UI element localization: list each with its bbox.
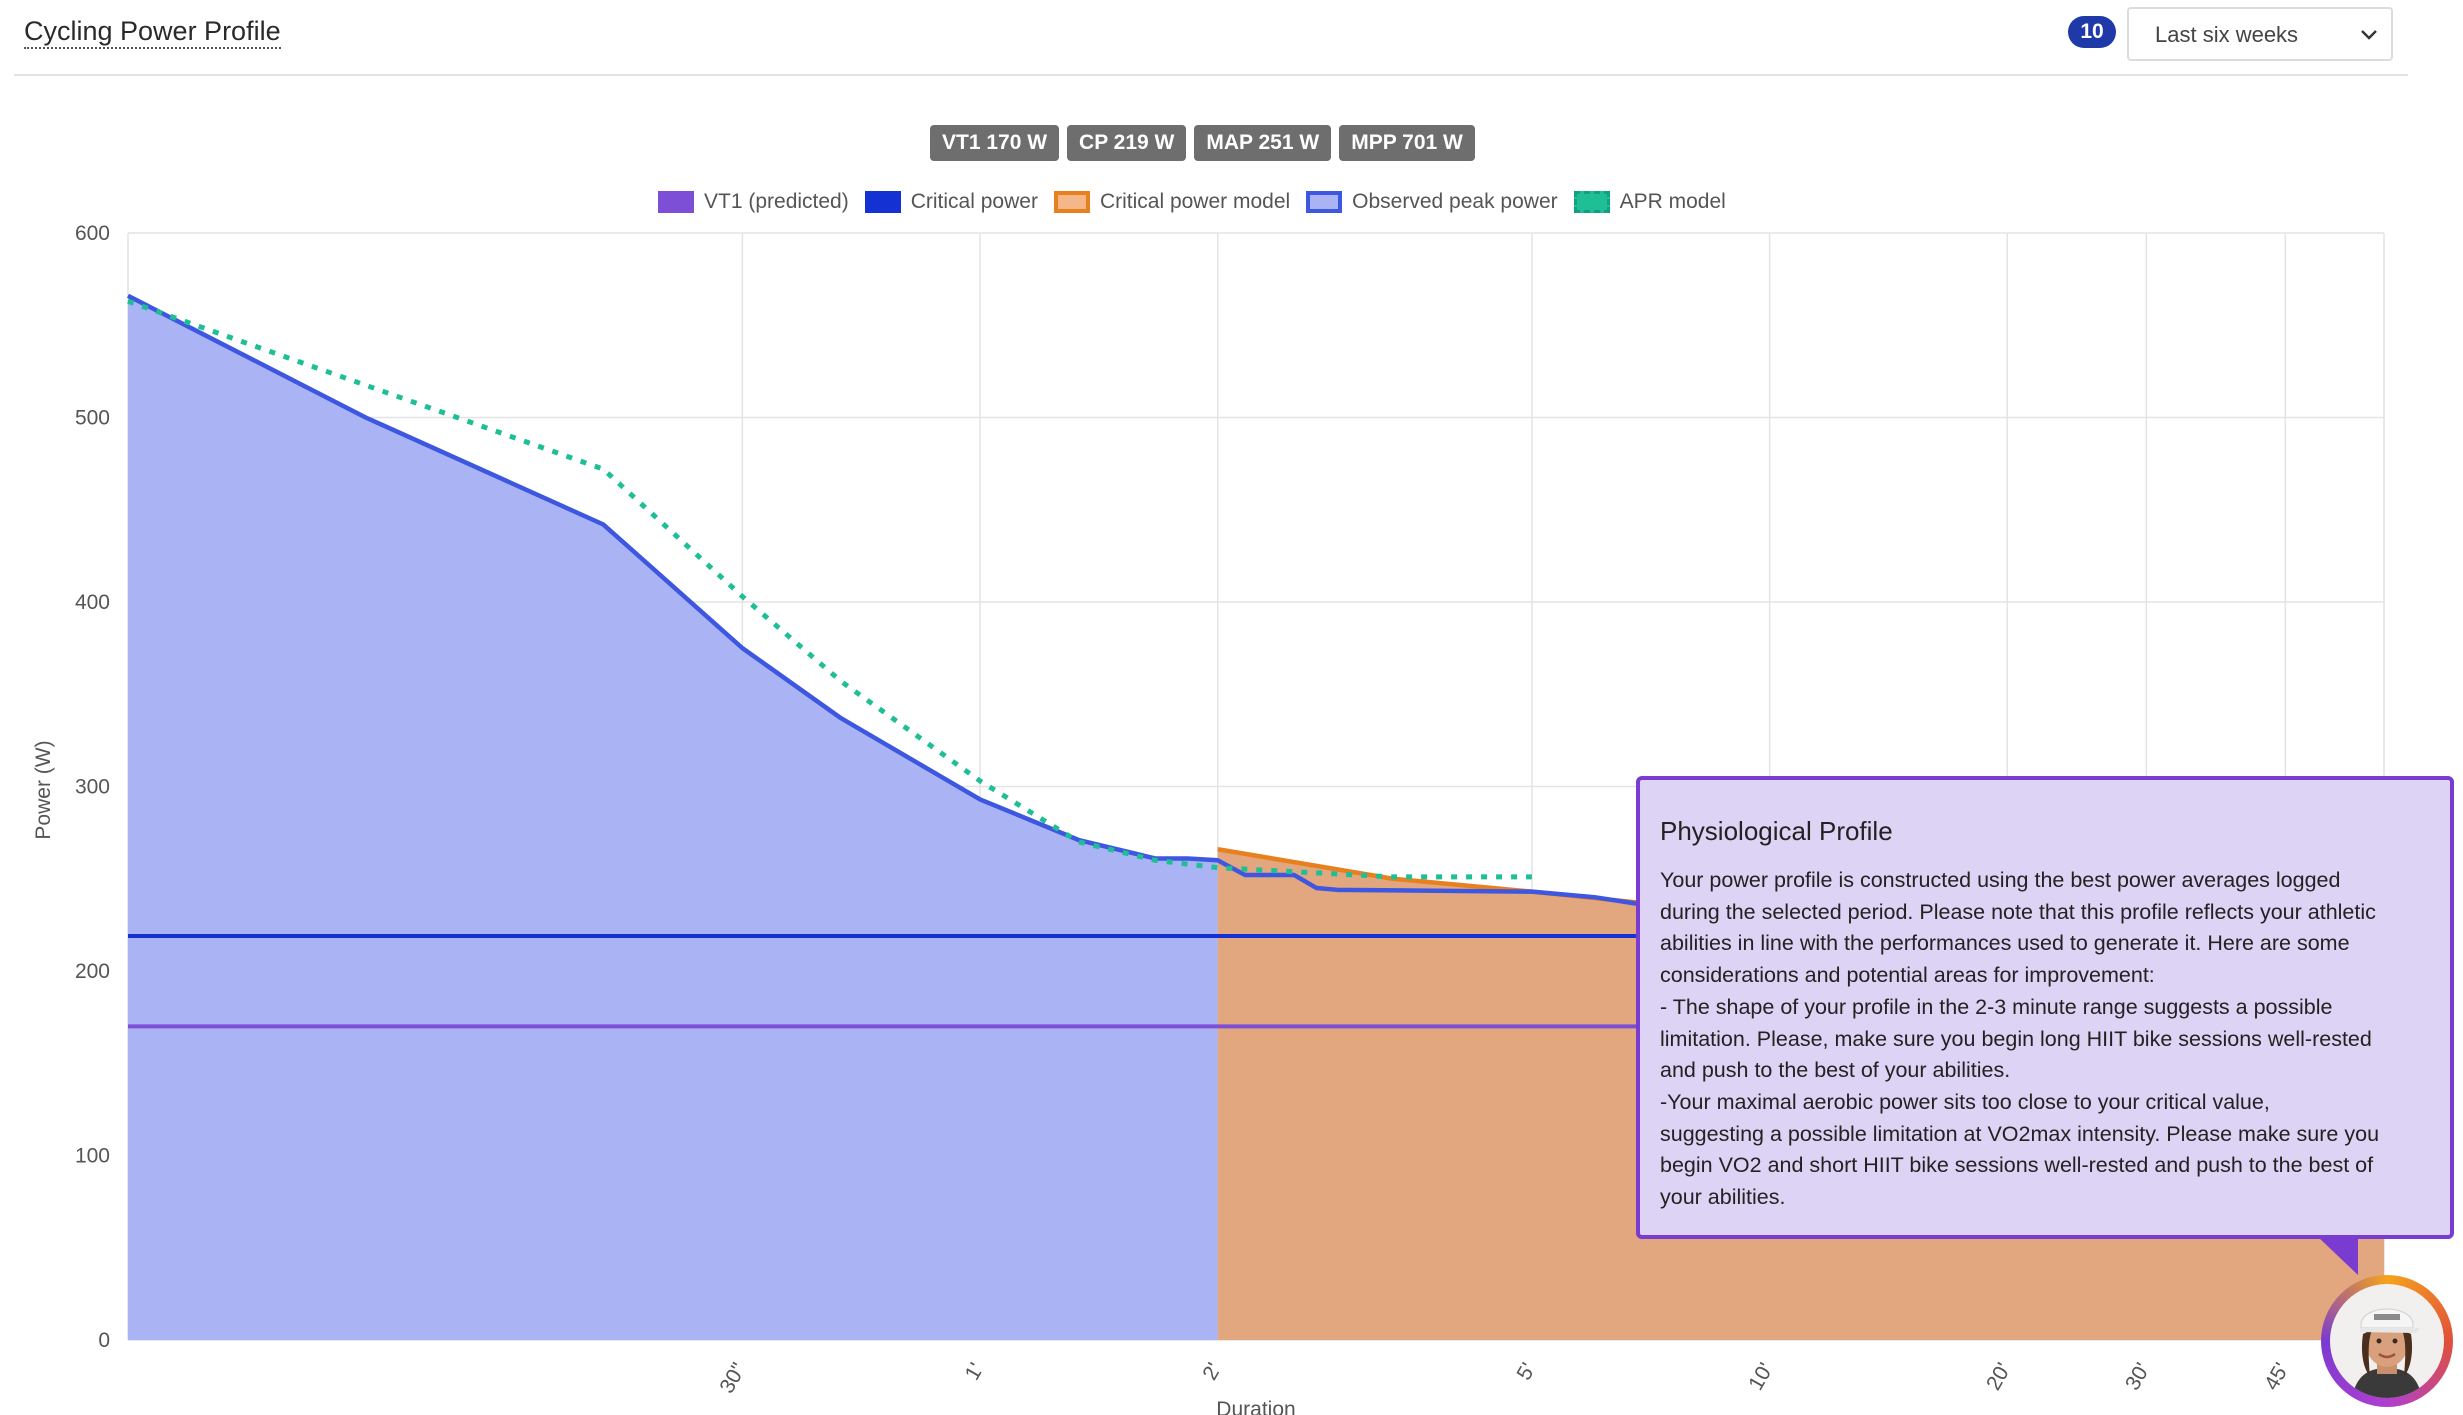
legend-label: VT1 (predicted) bbox=[704, 190, 849, 213]
y-tick-label: 200 bbox=[75, 960, 110, 983]
tooltip-line: - The shape of your profile in the 2-3 m… bbox=[1660, 994, 2333, 1019]
x-tick-label: 30' bbox=[2121, 1359, 2155, 1394]
legend-item-vt1[interactable]: VT1 (predicted) bbox=[658, 190, 849, 214]
period-select[interactable]: Last six weeks bbox=[2127, 7, 2393, 61]
x-tick-label: 1' bbox=[961, 1359, 989, 1384]
y-tick-label: 100 bbox=[75, 1145, 110, 1168]
x-tick-label: 2' bbox=[1198, 1359, 1226, 1384]
chart-legend: VT1 (predicted) Critical power Critical … bbox=[658, 190, 1742, 214]
metric-badges: VT1 170 W CP 219 W MAP 251 W MPP 701 W bbox=[930, 125, 1475, 161]
legend-label: APR model bbox=[1619, 190, 1726, 213]
chevron-down-icon bbox=[2361, 30, 2377, 40]
legend-item-observed-peak-power[interactable]: Observed peak power bbox=[1306, 190, 1558, 214]
y-tick-label: 400 bbox=[75, 591, 110, 614]
assistant-avatar[interactable] bbox=[2321, 1275, 2453, 1407]
avatar-icon bbox=[2330, 1284, 2444, 1398]
x-tick-label: 45' bbox=[2260, 1359, 2294, 1394]
y-axis-label: Power (W) bbox=[32, 740, 55, 839]
vt1-badge: VT1 170 W bbox=[930, 125, 1060, 161]
y-tick-label: 300 bbox=[75, 776, 110, 799]
tooltip-line: your abilities. bbox=[1660, 1185, 1786, 1210]
tooltip-line: begin VO2 and short HIIT bike sessions w… bbox=[1660, 1153, 2374, 1178]
y-tick-label: 600 bbox=[75, 222, 110, 245]
legend-swatch-critical-power-model bbox=[1053, 191, 1090, 213]
legend-label: Critical power model bbox=[1099, 190, 1291, 213]
mpp-badge: MPP 701 W bbox=[1339, 125, 1475, 161]
legend-item-critical-power[interactable]: Critical power bbox=[864, 190, 1038, 214]
y-tick-label: 0 bbox=[98, 1329, 110, 1352]
tooltip-line: suggesting a possible limitation at VO2m… bbox=[1660, 1121, 2380, 1146]
y-tick-label: 500 bbox=[75, 407, 110, 430]
x-tick-label: 5' bbox=[1512, 1359, 1540, 1384]
legend-swatch-observed-peak-power bbox=[1306, 191, 1343, 213]
page-title[interactable]: Cycling Power Profile bbox=[24, 16, 281, 49]
count-badge: 10 bbox=[2068, 16, 2116, 48]
x-tick-label: 20' bbox=[1982, 1359, 2016, 1394]
legend-label: Observed peak power bbox=[1352, 190, 1558, 213]
legend-label: Critical power bbox=[910, 190, 1038, 213]
tooltip-line: -Your maximal aerobic power sits too clo… bbox=[1660, 1089, 2270, 1114]
period-select-value: Last six weeks bbox=[2155, 22, 2299, 47]
header: Cycling Power Profile 10 Last six weeks bbox=[14, 0, 2408, 76]
x-axis-label: Duration bbox=[1216, 1398, 1295, 1415]
tooltip-line: and push to the best of your abilities. bbox=[1660, 1058, 2011, 1083]
observed-peak-power-line bbox=[126, 293, 1694, 915]
tooltip-line: abilities in line with the performances … bbox=[1660, 931, 2350, 956]
tooltip-line: limitation. Please, make sure you begin … bbox=[1660, 1026, 2372, 1051]
legend-swatch-critical-power bbox=[864, 191, 901, 213]
legend-swatch-vt1 bbox=[658, 191, 694, 213]
map-badge: MAP 251 W bbox=[1194, 125, 1332, 161]
observed-peak-power-area bbox=[128, 295, 1218, 1341]
legend-swatch-apr-model bbox=[1573, 191, 1610, 213]
tooltip-line: during the selected period. Please note … bbox=[1660, 899, 2376, 924]
tooltip-line: Your power profile is constructed using … bbox=[1660, 868, 2341, 892]
x-tick-label: 30" bbox=[715, 1359, 750, 1397]
x-tick-label: 10' bbox=[1744, 1359, 1778, 1394]
tooltip-pointer bbox=[2318, 1237, 2358, 1275]
tooltip-line: considerations and potential areas for i… bbox=[1660, 963, 2155, 988]
physiological-profile-tooltip: Physiological Profile Your power profile… bbox=[1636, 776, 2454, 1239]
legend-item-apr-model[interactable]: APR model bbox=[1573, 190, 1726, 214]
legend-item-critical-power-model[interactable]: Critical power model bbox=[1053, 190, 1291, 214]
tooltip-title: Physiological Profile bbox=[1660, 816, 1893, 846]
cp-badge: CP 219 W bbox=[1067, 125, 1187, 161]
apr-model-line bbox=[127, 298, 1532, 880]
